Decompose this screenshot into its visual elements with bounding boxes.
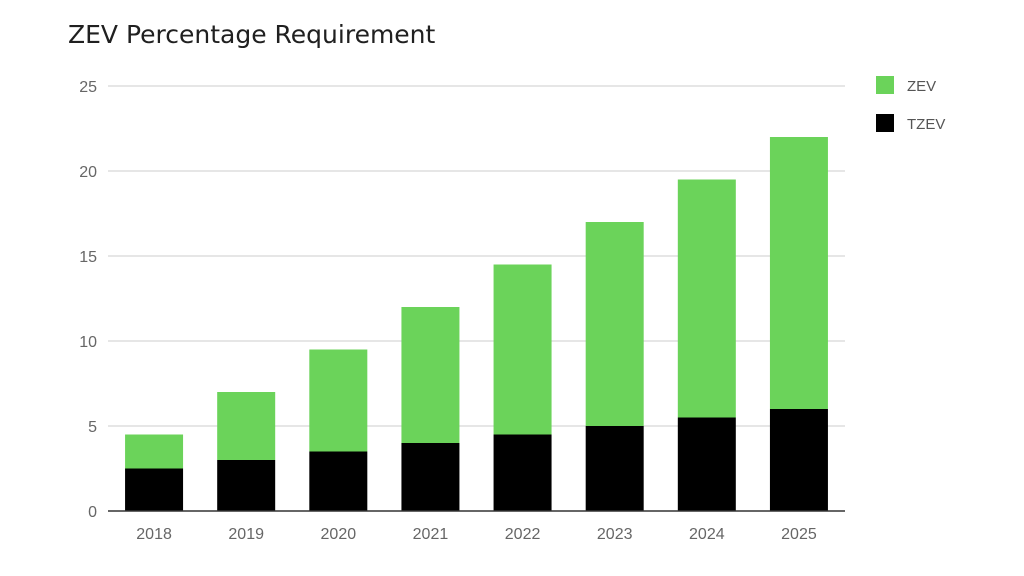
bar-zev-2022 <box>493 264 552 435</box>
bar-tzev-2019 <box>217 460 276 511</box>
bar-tzev-2022 <box>493 434 552 511</box>
bar-zev-2021 <box>401 307 460 443</box>
x-tick-label: 2019 <box>228 526 264 543</box>
legend: ZEV TZEV <box>876 76 945 133</box>
x-tick-label: 2023 <box>597 526 633 543</box>
bar-tzev-2021 <box>401 443 460 511</box>
legend-swatch-zev <box>876 76 894 94</box>
bar-tzev-2025 <box>769 409 828 511</box>
bar-zev-2024 <box>677 179 736 418</box>
bar-zev-2023 <box>585 222 644 426</box>
bar-tzev-2024 <box>677 417 736 511</box>
bar-tzev-2018 <box>125 468 184 511</box>
bar-tzev-2023 <box>585 426 644 511</box>
y-tick-label: 25 <box>79 79 97 96</box>
x-tick-label: 2020 <box>321 526 357 543</box>
y-tick-label: 5 <box>88 419 97 436</box>
x-tick-label: 2022 <box>505 526 541 543</box>
bar-zev-2020 <box>309 349 368 452</box>
legend-swatch-tzev <box>876 114 894 132</box>
y-tick-label: 15 <box>79 249 97 266</box>
x-tick-label: 2024 <box>689 526 725 543</box>
legend-label-tzev: TZEV <box>907 116 945 133</box>
bar-zev-2025 <box>769 137 828 409</box>
x-tick-label: 2021 <box>413 526 449 543</box>
x-axis: 2018 2019 2020 2021 2022 2023 2024 2025 <box>108 510 845 543</box>
bar-tzev-2020 <box>309 451 368 511</box>
bar-zev-2018 <box>125 434 184 469</box>
bars <box>125 137 828 511</box>
x-tick-label: 2018 <box>136 526 172 543</box>
chart-title: ZEV Percentage Requirement <box>68 20 436 49</box>
y-tick-label: 0 <box>88 504 97 521</box>
y-tick-label: 10 <box>79 334 97 351</box>
legend-label-zev: ZEV <box>907 78 936 95</box>
x-tick-label: 2025 <box>781 526 817 543</box>
y-axis-ticks: 0 5 10 15 20 25 <box>79 79 97 521</box>
y-tick-label: 20 <box>79 164 97 181</box>
bar-zev-2019 <box>217 392 276 460</box>
